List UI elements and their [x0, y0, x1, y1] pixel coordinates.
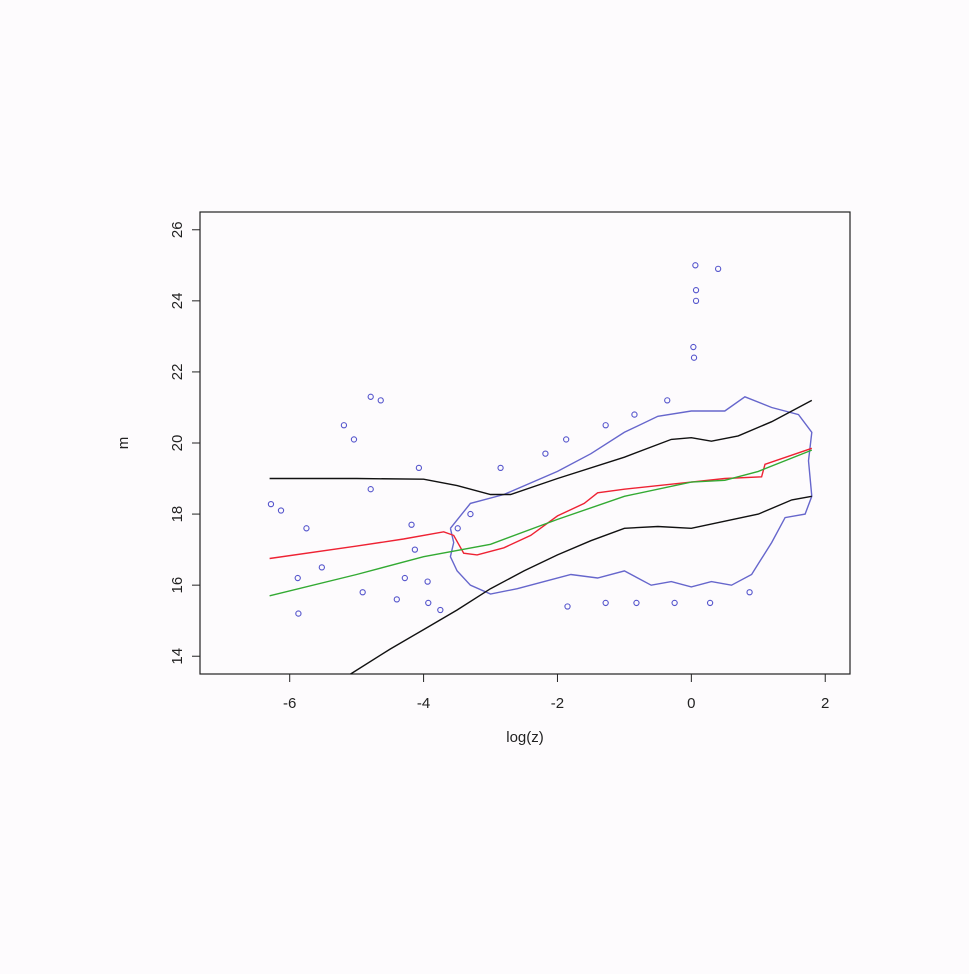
data-point	[692, 262, 699, 269]
data-point	[340, 422, 348, 429]
data-point	[294, 574, 301, 582]
data-point	[267, 500, 275, 508]
x-tick-label: -4	[417, 695, 430, 712]
data-point	[377, 397, 384, 404]
y-tick-label: 26	[169, 221, 186, 238]
x-tick-label: -6	[283, 695, 296, 712]
y-tick-label: 20	[169, 435, 186, 452]
data-point	[437, 606, 444, 614]
data-point	[277, 507, 285, 514]
x-axis-label: log(z)	[506, 729, 544, 746]
line	[350, 495, 812, 675]
data-point	[633, 599, 640, 607]
data-point	[690, 343, 697, 351]
data-point	[542, 450, 549, 457]
data-point	[425, 599, 432, 607]
y-tick-label: 22	[169, 364, 186, 381]
y-axis-label: m	[115, 437, 132, 450]
data-point	[411, 546, 419, 553]
data-point	[714, 265, 722, 273]
y-tick-label: 18	[169, 506, 186, 523]
y-tick-label: 14	[169, 648, 186, 665]
x-tick-label: -2	[551, 695, 564, 712]
data-point	[295, 610, 302, 617]
data-point	[401, 574, 408, 582]
x-tick-label: 2	[821, 695, 829, 712]
data-point	[424, 578, 431, 585]
x-tick-label: 0	[687, 695, 695, 712]
data-point	[664, 397, 671, 404]
data-point	[602, 599, 609, 607]
data-point	[367, 393, 374, 400]
data-point	[631, 411, 638, 418]
data-point	[318, 564, 325, 571]
data-point	[497, 464, 504, 472]
data-point	[602, 422, 609, 429]
y-tick-label: 16	[169, 577, 186, 594]
data-point	[706, 599, 714, 607]
data-point	[746, 589, 753, 596]
data-point	[564, 603, 571, 610]
data-point	[692, 297, 700, 304]
data-point	[367, 486, 374, 493]
data-point	[350, 436, 358, 443]
line	[269, 449, 813, 597]
line	[449, 396, 813, 595]
data-point	[359, 589, 366, 596]
data-point	[467, 510, 474, 518]
data-point	[408, 521, 415, 528]
data-point	[303, 525, 310, 532]
data-point	[454, 525, 461, 532]
data-point	[415, 464, 423, 472]
data-point	[690, 354, 698, 361]
line	[269, 399, 813, 496]
data-point	[393, 596, 400, 603]
y-tick-label: 24	[169, 293, 186, 310]
data-point	[692, 287, 700, 294]
data-point	[563, 436, 570, 443]
data-point	[671, 599, 678, 607]
